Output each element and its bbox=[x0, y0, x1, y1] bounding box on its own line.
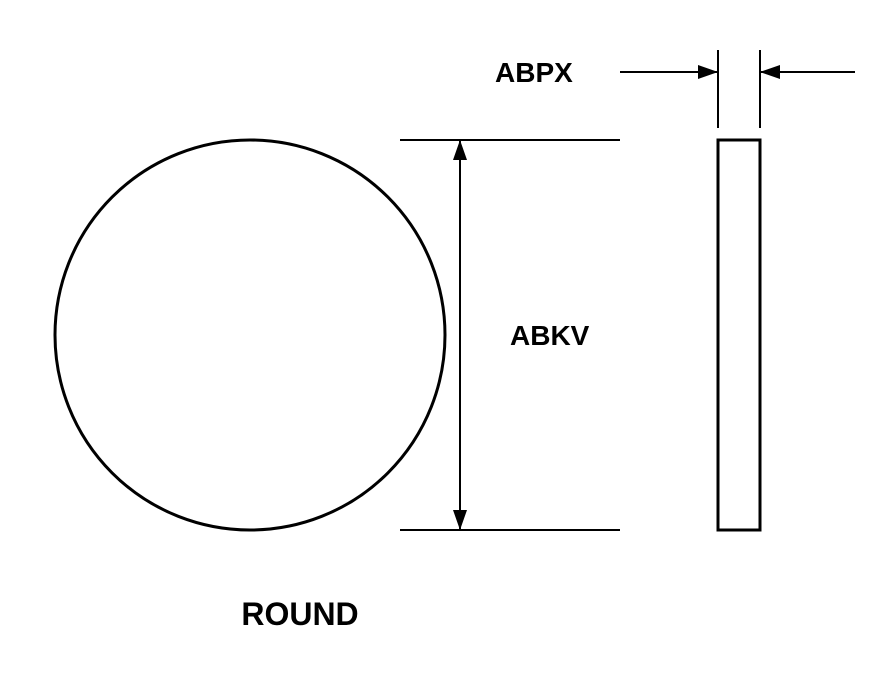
abpx-label: ABPX bbox=[495, 57, 573, 88]
canvas-bg bbox=[0, 0, 885, 675]
figure-title: ROUND bbox=[241, 596, 358, 632]
abkv-label: ABKV bbox=[510, 320, 590, 351]
